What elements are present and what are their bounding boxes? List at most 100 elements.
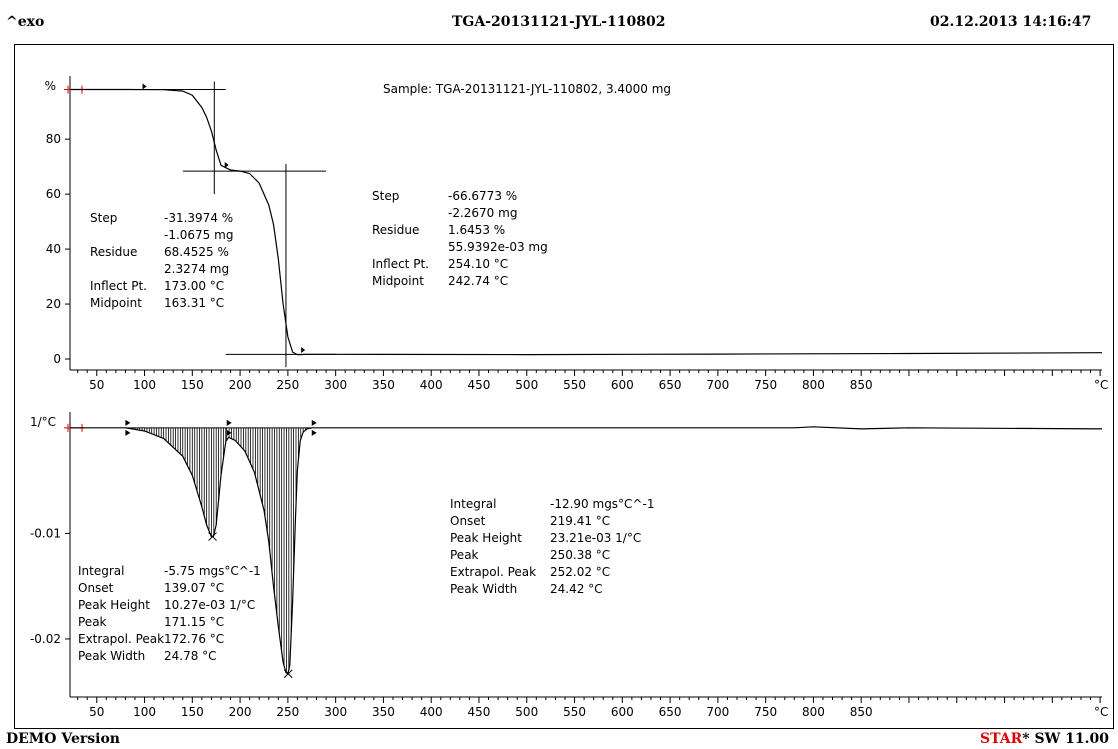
annotation-value: -12.90 mgs°C^-1 [550,497,654,511]
x-tick-label: 350 [372,378,395,392]
dtg-curve-panel: 50 100 150 200 250 300 350 400 450 500 550 600 650 70… [30,412,1108,719]
annotation-key: Integral [450,497,496,511]
annotation-value: 55.9392e-03 mg [448,240,548,254]
annotation-key: Inflect Pt. [372,257,429,271]
x-tick-label: 850 [850,705,873,719]
sample-label: Sample: TGA-20131121-JYL-110802, 3.4000 … [383,82,671,96]
integration-limit [226,419,232,436]
integration-limit [311,419,317,436]
x-tick-label: 350 [372,705,395,719]
annotation-value: 24.78 °C [164,649,217,663]
x-tick-label: 50 [89,705,104,719]
x-axis-unit: °C [1094,705,1108,719]
plot-frame [14,44,1114,729]
x-tick-label: 300 [324,378,347,392]
x-tick-label: 500 [515,705,538,719]
annotation-value: 10.27e-03 1/°C [164,598,255,612]
footer-star-asterisk: * [1022,731,1035,747]
x-tick-label: 450 [468,378,491,392]
y-axis-label: % [45,79,56,93]
y-tick-label: 0 [53,352,61,366]
step-limit-marker [224,162,229,169]
x-tick-label: 100 [133,378,156,392]
y-axis-label: 1/°C [30,415,56,429]
x-tick-label: 700 [706,378,729,392]
x-tick-label: 200 [229,378,252,392]
x-tick-label: 800 [802,705,825,719]
annotation-value: 23.21e-03 1/°C [550,531,641,545]
annotation-key: Extrapol. Peak [78,632,164,646]
annotation-key: Residue [90,245,137,259]
annotation-value: 68.4525 % [164,245,229,259]
x-tick-label: 400 [420,705,443,719]
annotation-value: -1.0675 mg [164,228,233,242]
x-tick-label: 600 [611,705,634,719]
y-tick-label: -0.01 [30,526,61,540]
dtg-curve [70,426,1103,675]
annotation-value: -31.3974 % [164,211,233,225]
y-tick-label: 60 [46,187,61,201]
annotation-key: Peak [78,615,107,629]
annotation-key: Step [372,189,399,203]
x-tick-label: 800 [802,378,825,392]
x-tick-label: 50 [89,378,104,392]
annotation-key: Midpoint [90,296,142,310]
annotation-value: 171.15 °C [164,615,224,629]
footer-sw-version: SW 11.00 [1034,731,1110,747]
y-tick-label: 40 [46,242,61,256]
annotation-value: 163.31 °C [164,296,224,310]
header-datetime: 02.12.2013 14:16:47 [930,14,1092,30]
step-limit-marker [301,346,306,353]
x-tick-label: 450 [468,705,491,719]
annotation-value: 24.42 °C [550,582,603,596]
annotation-value: 242.74 °C [448,274,508,288]
header-exo-label: ^exo [6,14,45,30]
annotation-value: 139.07 °C [164,581,224,595]
x-tick-label: 750 [754,705,777,719]
annotation-value: 1.6453 % [448,223,505,237]
x-tick-label: 150 [181,378,204,392]
annotation-key: Integral [78,564,124,578]
footer-software: STAR* SW 11.00 [980,731,1109,747]
x-tick-label: 650 [659,378,682,392]
annotation-key: Peak [450,548,479,562]
x-axis-unit: °C [1094,378,1108,392]
annotation-value: 173.00 °C [164,279,224,293]
peak-marker [283,669,293,679]
x-tick-label: 750 [754,378,777,392]
annotation-key: Peak Height [78,598,150,612]
footer-star: STAR [980,731,1023,747]
x-tick-label: 150 [181,705,204,719]
annotation-key: Inflect Pt. [90,279,147,293]
footer-version: DEMO Version [6,731,120,747]
x-tick-label: 650 [659,705,682,719]
x-tick-label: 250 [276,378,299,392]
annotation-value: -2.2670 mg [448,206,517,220]
x-tick-label: 600 [611,378,634,392]
annotation-key: Step [90,211,117,225]
integration-limit [125,419,131,436]
x-tick-label: 400 [420,378,443,392]
annotation-value: 252.02 °C [550,565,610,579]
annotation-value: 219.41 °C [550,514,610,528]
annotation-value: 250.38 °C [550,548,610,562]
x-tick-label: 300 [324,705,347,719]
annotation-value: 172.76 °C [164,632,224,646]
annotation-key: Residue [372,223,419,237]
y-tick-label: 80 [46,132,61,146]
x-tick-label: 250 [276,705,299,719]
annotation-key: Peak Width [450,582,517,596]
annotation-value: -5.75 mgs°C^-1 [164,564,261,578]
x-tick-label: 550 [563,705,586,719]
tga-curve-panel: 50 100 150 200 250 300 350 400 450 500 550 600 650 70… [45,76,1108,392]
peak-marker [208,532,217,541]
x-tick-label: 550 [563,378,586,392]
annotation-key: Peak Width [78,649,145,663]
header-title: TGA-20131121-JYL-110802 [452,14,666,30]
annotation-key: Peak Height [450,531,522,545]
x-tick-label: 700 [706,705,729,719]
y-tick-label: 20 [46,297,61,311]
x-tick-label: 850 [850,378,873,392]
x-tick-label: 500 [515,378,538,392]
